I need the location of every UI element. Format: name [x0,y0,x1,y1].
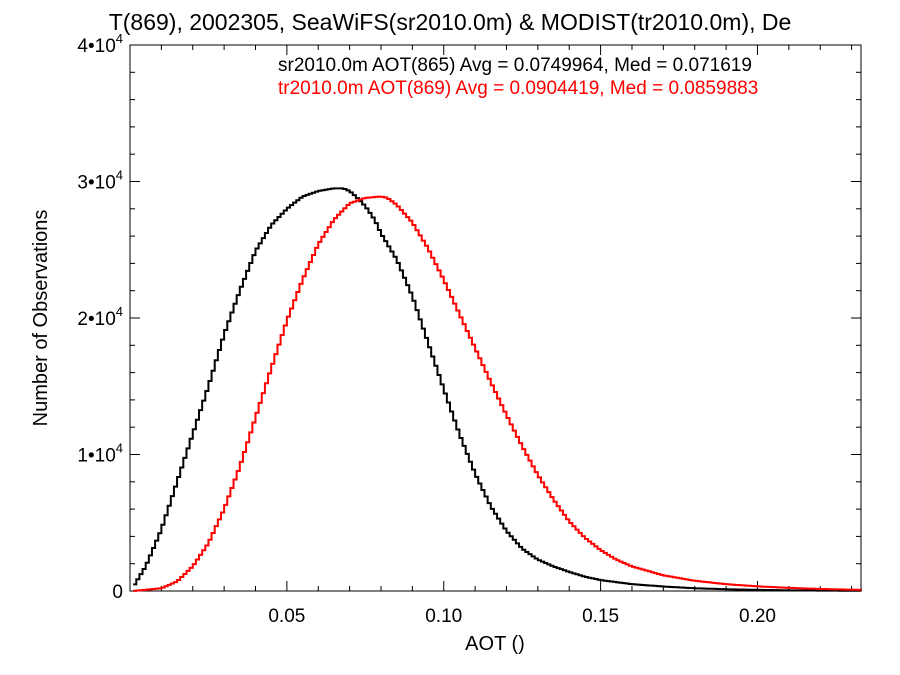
y-tick-exponent: 4 [116,304,123,319]
chart-title: T(869), 2002305, SeaWiFS(sr2010.0m) & MO… [109,9,792,35]
x-axis-label: AOT () [465,633,525,655]
annotation-sr: sr2010.0m AOT(865) Avg = 0.0749964, Med … [278,55,752,76]
x-tick-label: 0.20 [739,606,776,627]
annotation-tr: tr2010.0m AOT(869) Avg = 0.0904419, Med … [278,78,758,99]
y-tick-mantissa: 0 [112,582,123,603]
y-tick-label: 0 [112,582,123,603]
y-tick-mantissa: 3•10 [77,173,115,194]
y-tick-exponent: 4 [116,31,123,46]
y-tick-mantissa: 2•10 [77,309,115,330]
series-line-0 [133,187,862,592]
y-tick-label: 2•104 [77,304,123,330]
y-tick-exponent: 4 [116,168,123,183]
y-tick-label: 4•104 [77,31,123,57]
y-tick-label: 1•104 [77,441,123,467]
y-tick-exponent: 4 [116,441,123,456]
y-tick-label: 3•104 [77,168,123,194]
y-tick-mantissa: 1•10 [77,446,115,467]
x-tick-label: 0.15 [582,606,619,627]
x-tick-label: 0.10 [425,606,462,627]
series-line-1 [133,195,862,592]
axis-frame [129,44,862,592]
y-axis-label: Number of Observations [30,210,52,427]
plot-frame [129,44,862,592]
y-tick-mantissa: 4•10 [77,36,115,57]
x-tick-label: 0.05 [268,606,305,627]
series-group [133,187,862,592]
